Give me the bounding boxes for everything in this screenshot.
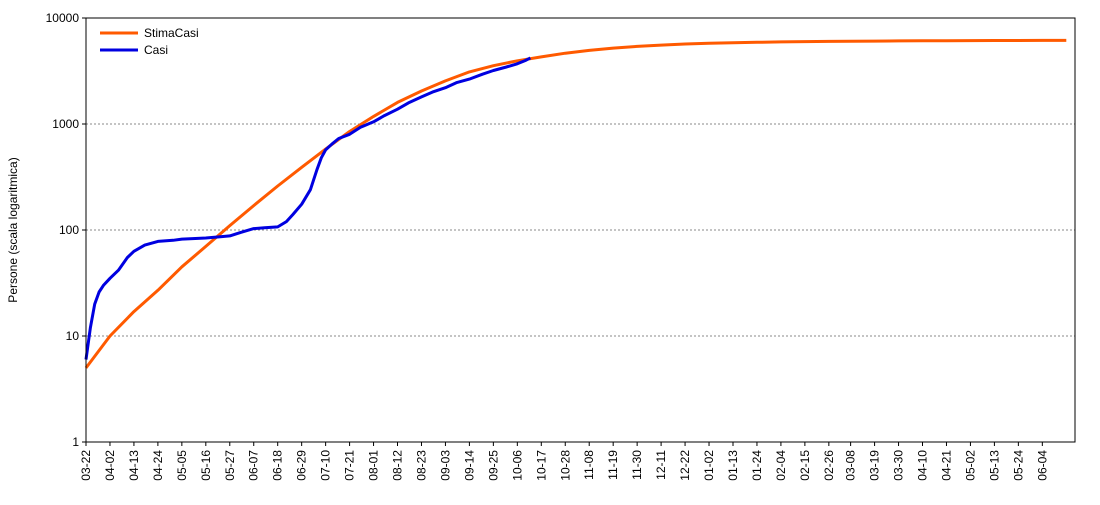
x-tick-label: 03-30: [892, 450, 906, 481]
x-tick-label: 04-02: [103, 450, 117, 481]
x-tick-label: 01-02: [702, 450, 716, 481]
x-tick-label: 06-04: [1035, 450, 1049, 481]
series-line-stimacasi: [84, 38, 1067, 369]
x-tick-label: 04-21: [939, 450, 953, 481]
x-tick-label: 11-19: [606, 450, 620, 480]
x-tick-label: 05-24: [1011, 450, 1025, 481]
x-tick-label: 04-13: [127, 450, 141, 481]
x-tick-label: 04-10: [916, 450, 930, 481]
x-tick-label: 12-11: [654, 450, 668, 480]
x-tick-label: 07-21: [343, 450, 357, 481]
x-tick-label: 05-27: [223, 450, 237, 481]
x-tick-label: 09-14: [462, 450, 476, 481]
x-tick-label: 03-08: [844, 450, 858, 481]
x-tick-label: 08-23: [414, 450, 428, 481]
legend-label-casi: Casi: [144, 43, 168, 57]
x-tick-label: 03-19: [868, 450, 882, 481]
x-tick-label: 04-24: [151, 450, 165, 481]
x-tick-label: 08-12: [391, 450, 405, 481]
series-line-casi: [84, 56, 532, 360]
x-tick-label: 08-01: [367, 450, 381, 481]
series-lines: [84, 38, 1067, 369]
x-tick-label: 11-08: [582, 450, 596, 480]
y-axis-label: Persone (scala logaritmica): [6, 157, 20, 302]
y-tick-label: 1: [72, 435, 79, 449]
x-tick-label: 05-02: [963, 450, 977, 481]
x-tick-label: 07-10: [319, 450, 333, 481]
y-tick-label: 1000: [52, 117, 79, 131]
y-tick-label: 10000: [46, 11, 80, 25]
y-tick-label: 10: [66, 329, 80, 343]
x-tick-label: 10-06: [510, 450, 524, 481]
legend-label-stimacasi: StimaCasi: [144, 26, 199, 40]
x-tick-label: 11-30: [630, 450, 644, 480]
x-tick-label: 09-25: [486, 450, 500, 481]
x-tick-label: 01-24: [750, 450, 764, 481]
x-tick-label: 10-28: [558, 450, 572, 481]
x-axis-ticks: 03-22 04-02 04-13 04-24 05-05 05-16 05-27 06-07…: [79, 442, 1049, 481]
x-tick-label: 09-03: [438, 450, 452, 481]
x-tick-label: 12-22: [678, 450, 692, 481]
x-tick-label: 06-18: [271, 450, 285, 481]
x-tick-label: 05-13: [987, 450, 1001, 481]
legend: StimaCasi Casi: [100, 26, 199, 57]
x-tick-label: 02-26: [822, 450, 836, 481]
y-axis-ticks: 1 10 100 1000 10000: [46, 11, 86, 449]
x-tick-label: 10-17: [534, 450, 548, 481]
x-tick-label: 01-13: [726, 450, 740, 481]
plot-frame: [85, 17, 1076, 443]
x-tick-label: 06-29: [295, 450, 309, 481]
y-tick-label: 100: [59, 223, 79, 237]
x-tick-label: 03-22: [79, 450, 93, 481]
x-tick-label: 02-04: [774, 450, 788, 481]
x-tick-label: 05-16: [199, 450, 213, 481]
x-tick-label: 05-05: [175, 450, 189, 481]
x-tick-label: 02-15: [798, 450, 812, 481]
x-tick-label: 06-07: [247, 450, 261, 481]
